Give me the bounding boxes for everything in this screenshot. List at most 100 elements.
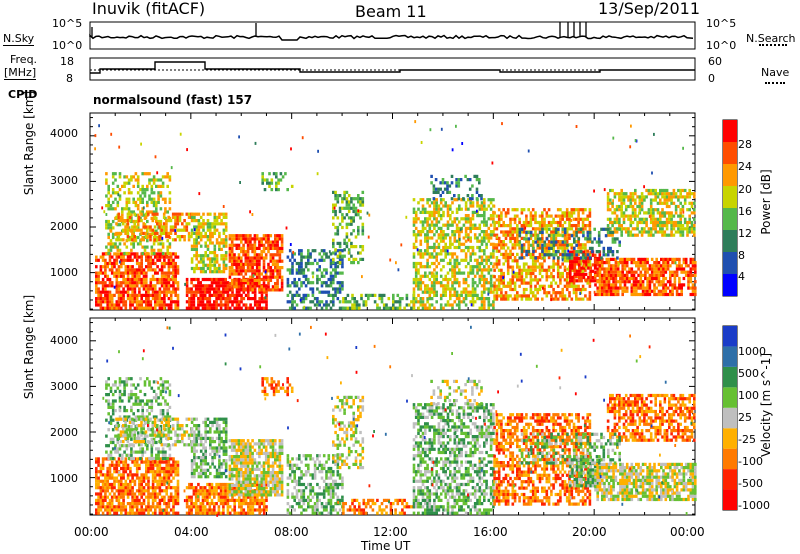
power-cell-1940: [325, 306, 328, 310]
power-cell-237: [133, 252, 137, 256]
power-cell-2133: [357, 200, 360, 204]
power-cell-3987: [630, 292, 634, 297]
power-cell-1679: [267, 246, 270, 250]
power-cell-482: [174, 271, 177, 275]
power-cell-357: [154, 271, 157, 275]
power-cell-4110: [657, 264, 661, 268]
power-cell-185: [126, 281, 130, 285]
power-cell-1992: [336, 281, 340, 285]
power-cell-1896: [311, 287, 315, 291]
power-cell-3869: [603, 292, 606, 297]
power-cell-4696: [573, 237, 576, 241]
power-cell-3480: [559, 294, 562, 298]
power-cell-3235: [525, 262, 528, 266]
power-cell-1989: [336, 297, 340, 301]
power-cell-2405: [430, 245, 434, 250]
power-cell-1016: [197, 297, 200, 301]
power-cell-2312: [419, 198, 423, 202]
power-cell-1884: [307, 252, 310, 256]
power-cell-1587: [251, 266, 254, 270]
power-cell-1533: [242, 266, 245, 270]
power-cell-1176: [242, 303, 246, 307]
power-cell-3415: [550, 281, 553, 285]
power-cell-4250: [606, 204, 610, 209]
power-cell-1859: [302, 300, 306, 304]
power-cell-3832: [594, 273, 597, 277]
power-cell-2314: [421, 303, 425, 307]
power-cell-1914: [318, 303, 321, 307]
power-cell-41: [101, 281, 105, 285]
power-cell-1509: [237, 256, 241, 260]
power-cell-2357: [426, 261, 429, 266]
power-cell-575: [118, 175, 122, 179]
power-cell-982: [185, 281, 189, 285]
power-cell-2169: [351, 293, 354, 297]
power-cell-2406: [430, 236, 434, 240]
power-cell-338: [151, 293, 155, 297]
power-cell-2496: [442, 287, 445, 291]
power-cell-1724: [276, 285, 279, 289]
power-cell-4508: [668, 198, 671, 202]
power-cell-1412: [220, 247, 223, 251]
power-cell-4330: [627, 214, 630, 218]
power-cell-2558: [449, 242, 452, 246]
power-cell-998: [190, 277, 193, 282]
power-cell-1458: [228, 243, 232, 247]
power-cell-4313: [622, 214, 626, 218]
power-cell-957: [181, 212, 184, 216]
power-cell-1968: [332, 303, 335, 307]
power-cell-4206: [684, 270, 688, 274]
power-cell-1690: [269, 259, 273, 263]
power-cell-566: [116, 191, 120, 195]
power-cell-4361: [634, 201, 637, 205]
power-cell-4237: [694, 286, 697, 290]
power-cell-1473: [230, 243, 234, 247]
power-cell-1734: [276, 250, 279, 254]
power-cell-2445: [435, 258, 438, 262]
power-cell-3483: [559, 278, 562, 282]
power-cell-3406: [547, 240, 551, 244]
power-cell-3435: [552, 265, 555, 269]
power-cell-157: [122, 293, 125, 297]
power-cell-4360: [634, 208, 637, 212]
power-cell-1005: [192, 284, 196, 288]
power-cell-113: [115, 290, 119, 294]
power-cell-2985: [478, 178, 481, 182]
power-cell-1507: [237, 262, 241, 266]
power-cell-4108: [657, 270, 661, 274]
power-cell-4002: [632, 276, 636, 281]
power-cell-2116: [352, 206, 355, 210]
power-cell-417: [163, 255, 166, 259]
power-cell-1722: [274, 234, 277, 238]
power-cell-2047: [336, 200, 340, 204]
power-cell-1351: [209, 260, 212, 264]
power-cell-3560: [568, 281, 571, 285]
power-cell-4739: [602, 253, 606, 257]
power-cell-1039: [203, 306, 207, 310]
power-cell-2583: [451, 210, 454, 214]
power-cell-3474: [556, 233, 560, 237]
power-cell-4241: [694, 267, 697, 271]
power-cell-450: [169, 293, 173, 297]
power-cell-3627: [575, 217, 578, 221]
power-cell-2933: [432, 187, 436, 191]
power-cell-4074: [650, 289, 654, 293]
power-cell-1274: [193, 215, 196, 219]
power-cell-4342: [629, 198, 633, 202]
power-cell-4301: [620, 214, 623, 218]
power-cell-849: [128, 215, 132, 219]
power-cell-2125: [354, 197, 358, 201]
power-cell-1951: [327, 293, 331, 297]
power-cell-2900: [489, 236, 493, 240]
power-cell-3792: [587, 266, 590, 270]
power-cell-2489: [439, 214, 443, 218]
power-cell-2223: [403, 306, 406, 310]
power-cell-2222: [401, 297, 404, 301]
power-cell-3494: [559, 217, 562, 221]
power-cell-3065: [502, 256, 505, 260]
power-cell-4454: [656, 195, 660, 199]
power-cell-2147: [361, 232, 365, 236]
power-cell-2584: [451, 201, 454, 205]
power-cell-2537: [446, 252, 450, 256]
power-cell-886: [149, 228, 152, 232]
